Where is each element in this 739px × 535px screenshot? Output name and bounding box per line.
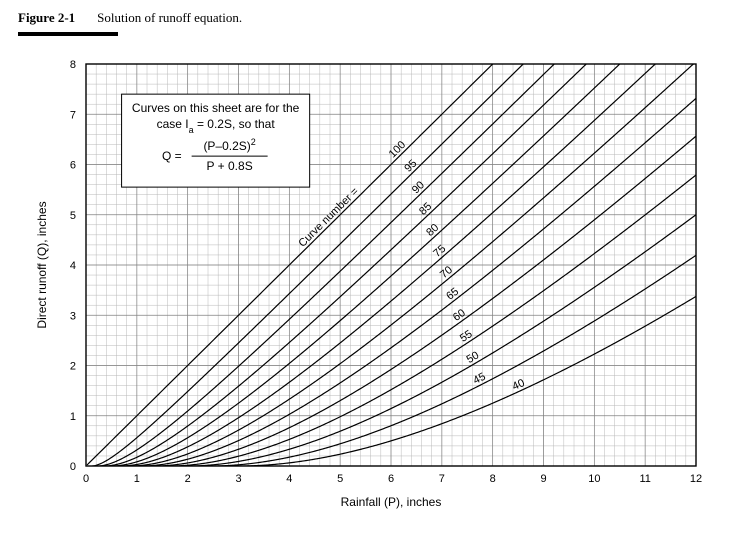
svg-text:Rainfall (P), inches: Rainfall (P), inches	[341, 495, 442, 509]
svg-text:0: 0	[70, 461, 76, 473]
svg-text:4: 4	[286, 473, 292, 485]
figure-caption: Solution of runoff equation.	[97, 10, 242, 26]
runoff-chart-svg: 0123456789101112012345678Rainfall (P), i…	[18, 46, 721, 526]
figure-label: Figure 2-1	[18, 10, 75, 26]
svg-text:(P–0.2S)2: (P–0.2S)2	[203, 137, 255, 153]
svg-text:8: 8	[70, 59, 76, 71]
svg-text:Curves on this sheet are for t: Curves on this sheet are for the	[132, 101, 300, 115]
svg-text:9: 9	[540, 473, 546, 485]
svg-text:P + 0.8S: P + 0.8S	[207, 159, 253, 173]
svg-text:2: 2	[70, 361, 76, 373]
chart: 0123456789101112012345678Rainfall (P), i…	[18, 46, 721, 526]
svg-text:0: 0	[83, 473, 89, 485]
svg-text:3: 3	[235, 473, 241, 485]
svg-text:2: 2	[185, 473, 191, 485]
page: Figure 2-1 Solution of runoff equation. …	[0, 0, 739, 535]
svg-text:3: 3	[70, 310, 76, 322]
svg-text:Q =: Q =	[162, 149, 182, 163]
svg-text:6: 6	[388, 473, 394, 485]
svg-text:5: 5	[70, 210, 76, 222]
svg-text:4: 4	[70, 260, 76, 272]
svg-text:7: 7	[439, 473, 445, 485]
svg-text:Direct runoff (Q), inches: Direct runoff (Q), inches	[35, 201, 49, 328]
svg-text:6: 6	[70, 160, 76, 172]
svg-text:1: 1	[70, 411, 76, 423]
svg-text:5: 5	[337, 473, 343, 485]
svg-text:1: 1	[134, 473, 140, 485]
svg-text:11: 11	[639, 473, 650, 485]
figure-header: Figure 2-1 Solution of runoff equation.	[18, 10, 721, 26]
svg-text:10: 10	[588, 473, 600, 485]
svg-text:8: 8	[490, 473, 496, 485]
svg-text:12: 12	[690, 473, 702, 485]
header-rule	[18, 32, 118, 36]
svg-text:7: 7	[70, 109, 76, 121]
